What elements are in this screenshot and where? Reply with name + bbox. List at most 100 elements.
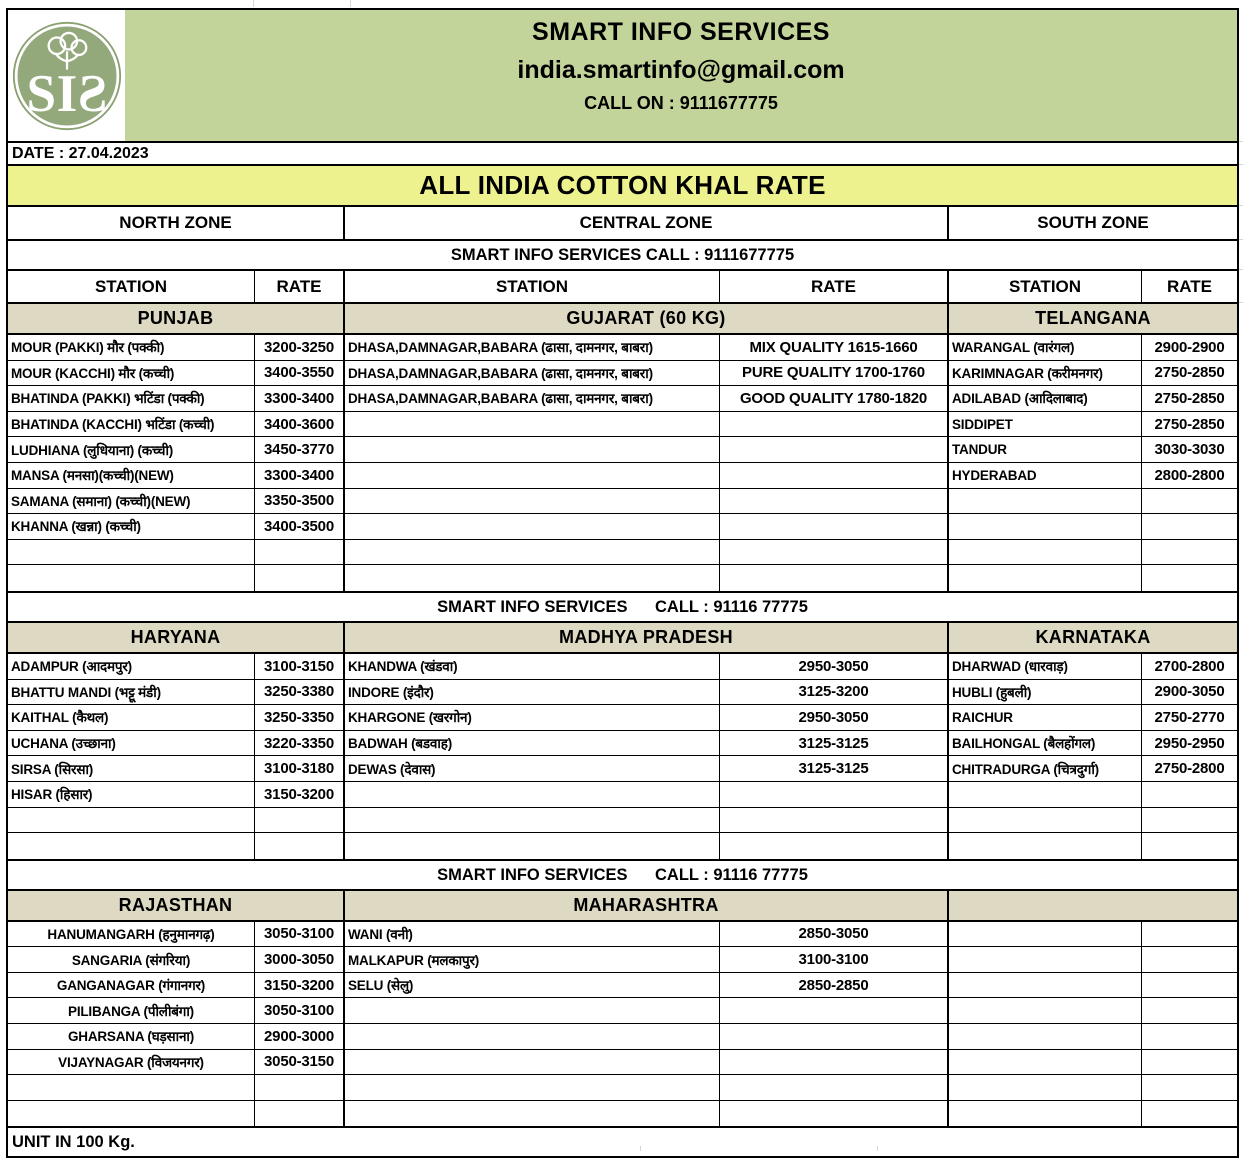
rate-cell [1142,972,1237,999]
station-cell [345,833,720,859]
column-header-rate: RATE [1166,276,1212,296]
gridline [1239,141,1243,142]
rate-cell: 3125-3125 [720,756,949,782]
station-cell [345,781,720,808]
gridline [1239,164,1243,165]
unit-note: UNIT IN 100 Kg. [12,1132,135,1151]
rate-cell [1142,1049,1237,1076]
station-cell: SIDDIPET [949,411,1142,438]
rate-cell [1142,565,1237,591]
rate-cell [720,437,949,463]
station-cell: DHARWAD (धारवाड़) [949,653,1142,680]
rate-cell [1142,807,1237,834]
station-cell [8,1100,255,1127]
rate-cell: 2750-2800 [1142,756,1237,782]
station-cell: DHASA,DAMNAGAR,BABARA (ढासा, दामनगर, बाब… [345,386,720,412]
section-header [949,891,1237,920]
station-cell [949,781,1142,808]
rate-bands: PUNJAB GUJARAT (60 KG) TELANGANA MOUR (PAKK… [8,304,1237,1129]
station-cell: INDORE (इंदौर) [345,679,720,706]
company-logo: S I S [8,10,125,141]
rate-cell [1142,514,1237,540]
svg-text:S: S [26,64,56,122]
rate-cell [255,539,345,566]
rate-cell: 3300-3400 [255,386,345,412]
station-cell: KAITHAL (कैथल) [8,705,255,731]
rate-cell: 3125-3125 [720,730,949,757]
column-header-row: STATION RATE STATION RATE STATION RATE [8,271,1237,304]
station-cell [949,565,1142,591]
rate-cell: MIX QUALITY 1615-1660 [720,335,949,361]
gridline [1239,239,1243,240]
rate-cell [255,807,345,834]
station-cell: MANSA (मनसा)(कच्ची)(NEW) [8,462,255,489]
call-line: SMART INFO SERVICES CALL : 91116 77775 [8,861,1237,891]
rate-cell [720,565,949,591]
rate-cell [1142,488,1237,515]
station-cell: HISAR (हिसार) [8,781,255,808]
rate-cell: 3200-3250 [255,335,345,361]
station-cell [949,539,1142,566]
station-cell [8,565,255,591]
station-cell: GANGANAGAR (गंगानगर) [8,972,255,999]
station-cell: UCHANA (उच्छाना) [8,730,255,757]
rate-cell: 2850-2850 [720,972,949,999]
station-cell: DHASA,DAMNAGAR,BABARA (ढासा, दामनगर, बाब… [345,335,720,361]
station-cell [949,1100,1142,1127]
rate-cell [720,1024,949,1050]
rate-sheet: S I S SMART INFO SERVICES india.smartinf… [6,8,1239,1158]
date-row: DATE : 27.04.2023 [8,143,1237,166]
station-cell [8,539,255,566]
station-cell: SELU (सेलु) [345,972,720,999]
station-cell [8,807,255,834]
station-cell: SIRSA (सिरसा) [8,756,255,782]
rate-cell [1142,1024,1237,1050]
rate-rows: MOUR (PAKKI) मौर (पक्की) 3200-3250 DHASA,D… [8,335,1237,593]
rate-cell: 3250-3350 [255,705,345,731]
station-cell: ADILABAD (आदिलाबाद) [949,386,1142,412]
company-header: S I S SMART INFO SERVICES india.smartinf… [8,10,1237,143]
rate-cell [720,1100,949,1127]
rate-cell [720,411,949,438]
rate-cell: 3125-3200 [720,679,949,706]
rate-cell: 3100-3180 [255,756,345,782]
gridline [1239,269,1243,270]
section-header-row: HARYANA MADHYA PRADESH KARNATAKA [8,622,1237,654]
rate-cell: 3450-3770 [255,437,345,463]
section-header: RAJASTHAN [8,890,345,920]
column-header-station: STATION [345,271,720,302]
gridline [1239,205,1243,206]
zone-central: CENTRAL ZONE [345,207,949,239]
zone-north: NORTH ZONE [8,207,345,239]
station-cell [345,1100,720,1127]
station-cell [8,1075,255,1101]
rate-cell: 3220-3350 [255,730,345,757]
station-cell: BHATINDA (PAKKI) भटिंडा (पक्की) [8,386,255,412]
report-title: ALL INDIA COTTON KHAL RATE [8,166,1237,207]
rate-cell: 2750-2850 [1142,411,1237,438]
svg-text:I: I [56,64,77,122]
station-cell: LUDHIANA (लुधियाना) (कच्ची) [8,437,255,463]
rate-cell [1142,947,1237,973]
company-email: india.smartinfo@gmail.com [517,56,845,84]
rate-cell: PURE QUALITY 1700-1760 [720,360,949,387]
station-cell [949,1049,1142,1076]
station-cell: VIJAYNAGAR (विजयनगर) [8,1049,255,1076]
station-cell [345,1024,720,1050]
rate-cell: 2900-3050 [1142,679,1237,706]
station-cell [949,1075,1142,1101]
station-cell: CHITRADURGA (चित्रदुर्गा) [949,756,1142,782]
station-cell [8,833,255,859]
station-cell: GHARSANA (घड़साना) [8,1024,255,1050]
gridline [877,1146,878,1151]
station-cell: MALKAPUR (मलकापुर) [345,947,720,973]
rate-cell: 3100-3150 [255,653,345,680]
rate-cell [1142,1100,1237,1127]
column-header-station: STATION [8,271,255,302]
station-cell [345,462,720,489]
rate-cell [255,1075,345,1101]
station-cell: WARANGAL (वारंगल) [949,335,1142,361]
rate-cell: 2750-2850 [1142,360,1237,387]
station-cell: KHANDWA (खंडवा) [345,653,720,680]
rate-cell [720,998,949,1025]
